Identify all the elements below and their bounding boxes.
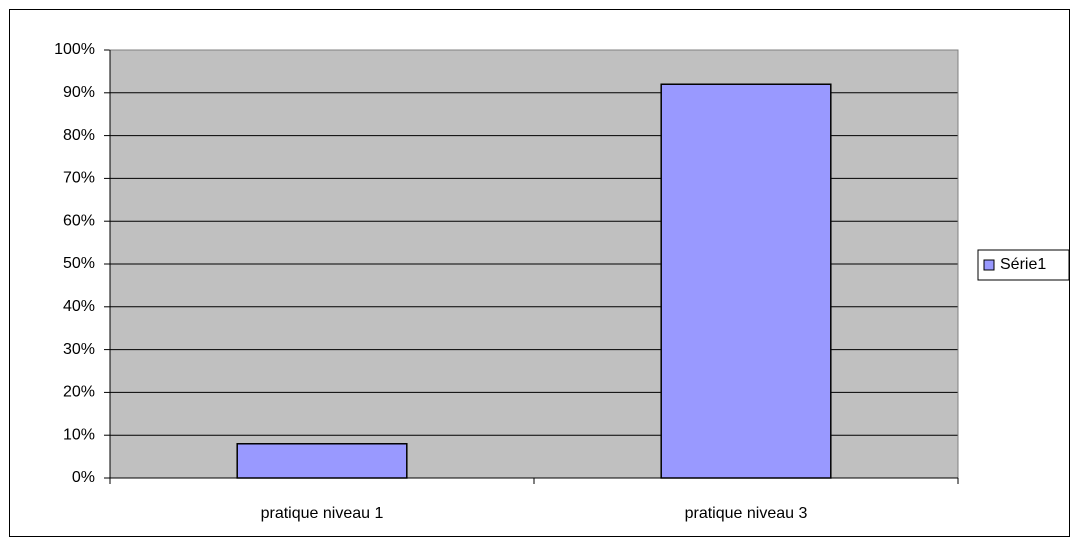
y-tick-label: 60% <box>63 212 95 229</box>
y-tick-label: 80% <box>63 127 95 144</box>
y-tick-label: 100% <box>54 41 95 58</box>
y-tick-label: 20% <box>63 384 95 401</box>
y-tick-label: 10% <box>63 426 95 443</box>
y-tick-label: 40% <box>63 298 95 315</box>
bar <box>236 443 408 479</box>
bar <box>660 83 832 479</box>
legend-label: Série1 <box>1000 256 1046 273</box>
x-tick-label: pratique niveau 3 <box>685 505 808 522</box>
x-tick-label: pratique niveau 1 <box>261 505 384 522</box>
y-tick-label: 0% <box>72 469 95 486</box>
y-tick-label: 70% <box>63 170 95 187</box>
y-tick-label: 30% <box>63 341 95 358</box>
legend-swatch <box>983 259 995 271</box>
y-tick-label: 50% <box>63 255 95 272</box>
y-tick-label: 90% <box>63 84 95 101</box>
